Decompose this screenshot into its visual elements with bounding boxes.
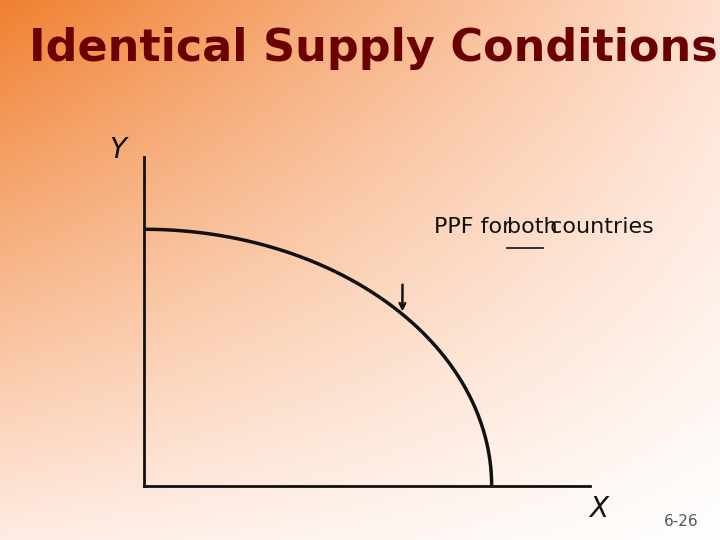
Text: X: X [589, 495, 608, 523]
Text: both: both [507, 217, 557, 237]
Text: Identical Supply Conditions: Identical Supply Conditions [29, 27, 718, 70]
Text: countries: countries [543, 217, 654, 237]
Text: 6-26: 6-26 [664, 514, 698, 529]
Text: Y: Y [109, 136, 126, 164]
Text: PPF for: PPF for [434, 217, 518, 237]
